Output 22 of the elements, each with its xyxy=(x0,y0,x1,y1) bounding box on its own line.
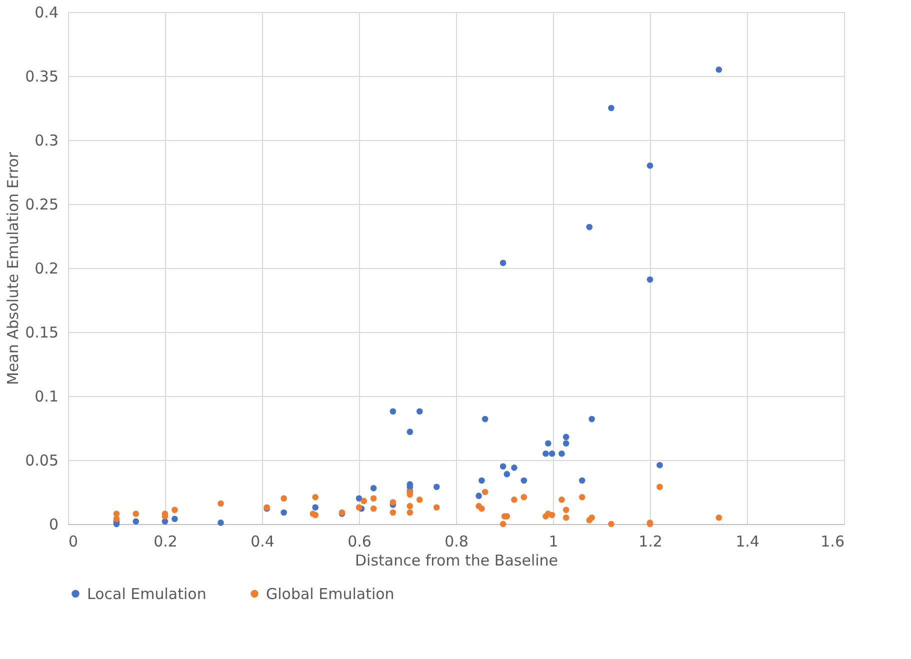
y-tick-label: 0.25 xyxy=(25,196,58,214)
x-tick-label: 0.4 xyxy=(250,532,274,550)
legend-label: Local Emulation xyxy=(87,584,206,603)
x-tick-label: 1.2 xyxy=(638,532,662,550)
x-tick-label: 1.6 xyxy=(820,532,844,550)
y-tick-label: 0.2 xyxy=(34,260,58,278)
y-tick-label: 0.15 xyxy=(25,324,58,342)
x-tick-label: 0 xyxy=(68,532,78,550)
x-tick-label: 0.8 xyxy=(444,532,468,550)
x-axis-title: Distance from the Baseline xyxy=(354,552,558,570)
y-tick-label: 0 xyxy=(48,516,58,534)
y-axis-title: Mean Absolute Emulation Error xyxy=(4,151,22,385)
x-tick-label: 0.6 xyxy=(348,532,372,550)
x-tick-label: 1 xyxy=(548,532,558,550)
y-tick-label: 0.35 xyxy=(25,68,58,86)
x-tick-label: 1.4 xyxy=(736,532,760,550)
legend-label: Global Emulation xyxy=(266,584,394,603)
y-tick-label: 0.05 xyxy=(25,452,58,470)
x-tick-label: 0.2 xyxy=(154,532,178,550)
y-tick-label: 0.1 xyxy=(34,388,58,406)
y-tick-label: 0.3 xyxy=(34,132,58,150)
y-tick-label: 0.4 xyxy=(34,4,58,22)
